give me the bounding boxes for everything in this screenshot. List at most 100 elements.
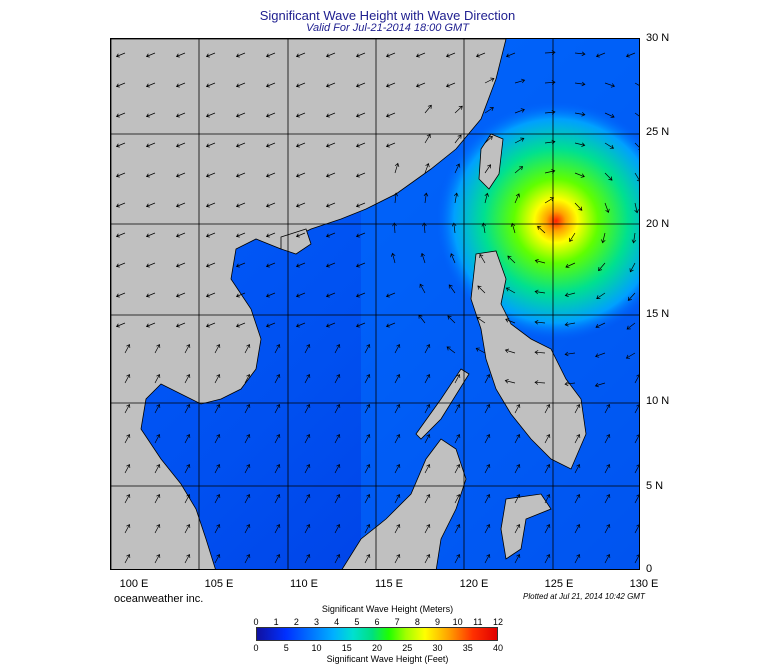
wave-arrow bbox=[145, 202, 156, 208]
wave-arrow bbox=[626, 322, 636, 330]
wave-arrow bbox=[454, 373, 461, 384]
wave-arrow bbox=[274, 553, 281, 564]
wave-arrow bbox=[634, 464, 639, 474]
colorbar-title-feet: Significant Wave Height (Feet) bbox=[326, 654, 449, 664]
wave-arrow bbox=[634, 82, 639, 86]
wave-arrow bbox=[355, 232, 366, 238]
wave-arrow bbox=[385, 142, 396, 148]
wave-direction-arrows bbox=[115, 50, 639, 564]
wave-arrow bbox=[154, 493, 161, 504]
wave-arrow bbox=[574, 493, 581, 504]
wave-arrow bbox=[604, 403, 611, 414]
wave-arrow bbox=[295, 232, 306, 238]
wave-arrow bbox=[235, 322, 246, 328]
wave-arrow bbox=[385, 82, 396, 88]
wave-arrow bbox=[355, 262, 366, 268]
lat-label-0: 0 bbox=[646, 563, 653, 575]
wave-arrow bbox=[184, 343, 191, 354]
wave-arrow bbox=[295, 142, 306, 148]
wave-arrow bbox=[634, 374, 639, 384]
wave-arrow bbox=[544, 523, 551, 534]
wave-arrow bbox=[634, 404, 639, 414]
wave-arrow bbox=[235, 232, 246, 238]
wave-arrow bbox=[205, 292, 216, 298]
wave-arrow bbox=[214, 463, 221, 474]
wave-arrow bbox=[244, 553, 251, 564]
wave-arrow bbox=[355, 82, 366, 88]
wave-arrow bbox=[544, 433, 551, 444]
wave-arrow bbox=[175, 232, 186, 238]
land-sulawesi bbox=[500, 493, 552, 560]
wave-arrow bbox=[544, 553, 551, 564]
land-palawan bbox=[415, 368, 470, 440]
wave-arrow bbox=[514, 463, 521, 474]
wave-arrow bbox=[574, 172, 585, 178]
wave-arrow bbox=[115, 262, 126, 268]
wave-arrow bbox=[604, 463, 611, 474]
wave-arrow bbox=[454, 134, 462, 144]
wave-arrow bbox=[385, 292, 396, 298]
wave-arrow bbox=[534, 289, 546, 295]
wave-arrow bbox=[274, 463, 281, 474]
colorbar-feet-tick: 0 bbox=[253, 643, 259, 653]
wave-arrow bbox=[115, 112, 126, 118]
colorbar-meter-tick: 2 bbox=[293, 617, 299, 627]
wave-arrow bbox=[634, 524, 639, 534]
wave-arrow bbox=[454, 105, 463, 114]
wave-arrow bbox=[419, 283, 426, 294]
wave-arrow bbox=[481, 222, 487, 234]
wave-arrow bbox=[574, 523, 581, 534]
wave-arrow bbox=[265, 292, 276, 298]
wave-arrow bbox=[274, 343, 281, 354]
colorbar-feet-tick: 5 bbox=[283, 643, 289, 653]
wave-arrow bbox=[124, 343, 131, 354]
wave-arrow bbox=[325, 262, 336, 268]
land-mainland bbox=[111, 39, 507, 569]
colorbar-feet-tick: 30 bbox=[432, 643, 443, 653]
wave-arrow bbox=[364, 343, 371, 354]
wave-arrow bbox=[484, 463, 491, 474]
wave-arrow bbox=[235, 112, 246, 118]
wave-arrow bbox=[325, 172, 336, 178]
wave-arrow bbox=[295, 172, 306, 178]
wave-arrow bbox=[424, 523, 431, 534]
wave-arrow bbox=[304, 343, 311, 354]
wave-arrow bbox=[235, 292, 246, 298]
land-philippines bbox=[470, 250, 587, 470]
wave-arrow bbox=[175, 142, 186, 148]
colorbar-meter-tick: 12 bbox=[492, 617, 503, 627]
wave-arrow bbox=[145, 232, 156, 238]
wave-arrow bbox=[564, 322, 576, 327]
colorbar-meter-tick: 4 bbox=[334, 617, 340, 627]
wave-arrow bbox=[154, 433, 161, 444]
wave-arrow bbox=[451, 222, 457, 234]
wave-arrow bbox=[574, 202, 583, 211]
wave-arrow bbox=[124, 463, 131, 474]
wave-arrow bbox=[484, 553, 491, 564]
wave-arrow bbox=[604, 493, 611, 504]
wave-arrow bbox=[124, 493, 131, 504]
wave-arrow bbox=[244, 463, 251, 474]
wave-arrow bbox=[184, 463, 191, 474]
wave-arrow bbox=[394, 493, 401, 504]
wave-arrow bbox=[534, 380, 546, 385]
wave-arrow bbox=[184, 403, 191, 414]
wave-arrow bbox=[385, 112, 396, 118]
wave-arrow bbox=[514, 166, 524, 174]
wave-arrow bbox=[544, 139, 556, 145]
plotted-timestamp: Plotted at Jul 21, 2014 10:42 GMT bbox=[523, 592, 645, 601]
wave-arrow bbox=[205, 262, 216, 268]
chart-subtitle: Valid For Jul-21-2014 18:00 GMT bbox=[306, 22, 469, 34]
wave-arrow bbox=[422, 222, 427, 234]
wave-arrow bbox=[334, 433, 341, 444]
wave-arrow bbox=[154, 523, 161, 534]
wave-arrow bbox=[510, 222, 516, 234]
wave-arrow bbox=[175, 202, 186, 208]
wave-arrow bbox=[334, 343, 341, 354]
wave-arrow bbox=[574, 553, 581, 564]
wave-arrow bbox=[334, 373, 341, 384]
wave-arrow bbox=[604, 172, 613, 181]
wave-arrow bbox=[604, 553, 611, 564]
wave-arrow bbox=[265, 232, 276, 238]
wave-arrow bbox=[505, 287, 516, 294]
